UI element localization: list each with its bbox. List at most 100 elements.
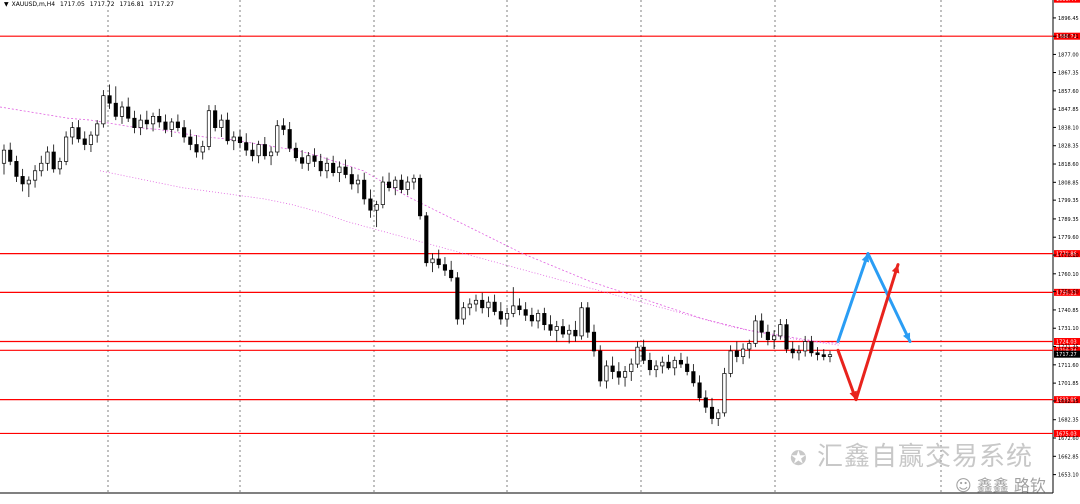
candle-body bbox=[523, 309, 528, 316]
wechat-icon: ✪ bbox=[790, 446, 808, 470]
candle-body bbox=[119, 106, 125, 117]
y-tick-label: 1789.35 bbox=[1058, 217, 1079, 223]
current-price-label: 1717.27 bbox=[1056, 352, 1077, 358]
candle-body bbox=[76, 127, 81, 140]
candle-body bbox=[660, 361, 665, 367]
candle-body bbox=[598, 350, 603, 382]
candle-body bbox=[666, 361, 671, 369]
candle-body bbox=[237, 136, 243, 143]
candle-body bbox=[39, 162, 44, 172]
candle-body bbox=[231, 136, 236, 142]
level-tag bbox=[1054, 346, 1080, 354]
candle-body bbox=[312, 155, 317, 162]
current-price-tag bbox=[1054, 350, 1080, 358]
projection-segment bbox=[836, 252, 870, 343]
candle-body bbox=[548, 324, 553, 331]
level-tag-label: 1906.44 bbox=[1056, 0, 1077, 3]
y-tick-label: 1750.60 bbox=[1058, 290, 1079, 296]
level-tag-label: 1750.21 bbox=[1056, 290, 1077, 296]
candle-body bbox=[132, 117, 137, 128]
candle-body bbox=[262, 144, 267, 157]
candle-body bbox=[362, 179, 367, 200]
ma1-line bbox=[0, 106, 841, 344]
candle-body bbox=[287, 129, 292, 149]
candle-body bbox=[256, 144, 261, 157]
candle-body bbox=[281, 125, 286, 130]
candle-body bbox=[144, 119, 149, 125]
candle-body bbox=[324, 162, 330, 172]
candle-body bbox=[300, 157, 305, 164]
candle-body bbox=[213, 110, 218, 128]
y-tick-label: 1808.85 bbox=[1058, 180, 1079, 186]
candle-body bbox=[64, 136, 69, 162]
candle-body bbox=[647, 359, 652, 371]
candle-body bbox=[275, 125, 280, 153]
candle-body bbox=[107, 95, 112, 104]
projection-segment bbox=[836, 348, 858, 402]
candle-body bbox=[70, 127, 75, 138]
candle-body bbox=[442, 264, 448, 271]
y-tick-label: 1770.10 bbox=[1058, 253, 1079, 259]
candle-body bbox=[747, 343, 752, 350]
candle-body bbox=[759, 320, 764, 333]
candle-body bbox=[480, 299, 485, 309]
candle-body bbox=[88, 134, 94, 145]
candle-body bbox=[411, 177, 416, 183]
candle-body bbox=[349, 174, 354, 185]
candle-body bbox=[765, 331, 770, 341]
candle-body bbox=[616, 371, 621, 378]
candle-body bbox=[306, 155, 311, 164]
y-tick-label: 1799.35 bbox=[1058, 198, 1079, 204]
candle-body bbox=[685, 363, 690, 372]
candle-body bbox=[101, 95, 106, 125]
y-tick-label: 1662.85 bbox=[1058, 454, 1079, 460]
candle-body bbox=[517, 305, 522, 310]
y-tick-label: 1721.35 bbox=[1058, 345, 1079, 351]
candle-body bbox=[430, 258, 435, 264]
high-value: 1717.72 bbox=[89, 1, 115, 8]
candle-body bbox=[641, 346, 646, 361]
candle-body bbox=[610, 365, 615, 372]
projection-arrowhead bbox=[902, 332, 911, 342]
y-tick-label: 1682.35 bbox=[1058, 418, 1079, 424]
header-marker-icon: ▼ bbox=[4, 1, 9, 8]
y-tick-label: 1653.10 bbox=[1058, 473, 1079, 479]
candle-body bbox=[554, 326, 559, 331]
symbol-label: XAUUSD,m,H4 bbox=[11, 1, 56, 8]
candle-body bbox=[654, 365, 659, 371]
candle-body bbox=[821, 354, 826, 357]
candle-body bbox=[734, 350, 739, 357]
candle-body bbox=[163, 121, 168, 130]
candle-body bbox=[672, 359, 677, 369]
candle-body bbox=[455, 277, 460, 320]
candle-body bbox=[722, 373, 727, 414]
candle-body bbox=[57, 161, 62, 170]
level-tag-label: 1886.71 bbox=[1056, 34, 1077, 40]
watermark-sub-icon: ☺ bbox=[955, 476, 972, 495]
y-tick-label: 1672.60 bbox=[1058, 436, 1079, 442]
candle-body bbox=[803, 341, 808, 352]
candle-body bbox=[697, 382, 702, 399]
candle-body bbox=[542, 313, 547, 326]
y-tick-label: 1740.85 bbox=[1058, 308, 1079, 314]
candle-body bbox=[331, 162, 336, 174]
level-tag bbox=[1054, 32, 1080, 40]
candle-body bbox=[678, 359, 684, 365]
watermark-sub: ☺ 鑫鑫 路钦 bbox=[955, 472, 1046, 496]
candle-body bbox=[399, 179, 404, 190]
candle-body bbox=[386, 181, 392, 189]
y-tick-label: 1867.35 bbox=[1058, 71, 1079, 77]
projection-arrowhead bbox=[849, 390, 857, 400]
level-tag-label: 1724.03 bbox=[1056, 339, 1077, 345]
candle-body bbox=[225, 119, 230, 142]
candle-body bbox=[157, 116, 162, 123]
candle-body bbox=[126, 106, 131, 119]
candle-body bbox=[449, 269, 454, 279]
candle-body bbox=[691, 371, 696, 384]
level-tag bbox=[1054, 288, 1080, 296]
candle-body bbox=[492, 301, 497, 312]
candle-body bbox=[709, 406, 715, 419]
candle-body bbox=[393, 179, 398, 189]
